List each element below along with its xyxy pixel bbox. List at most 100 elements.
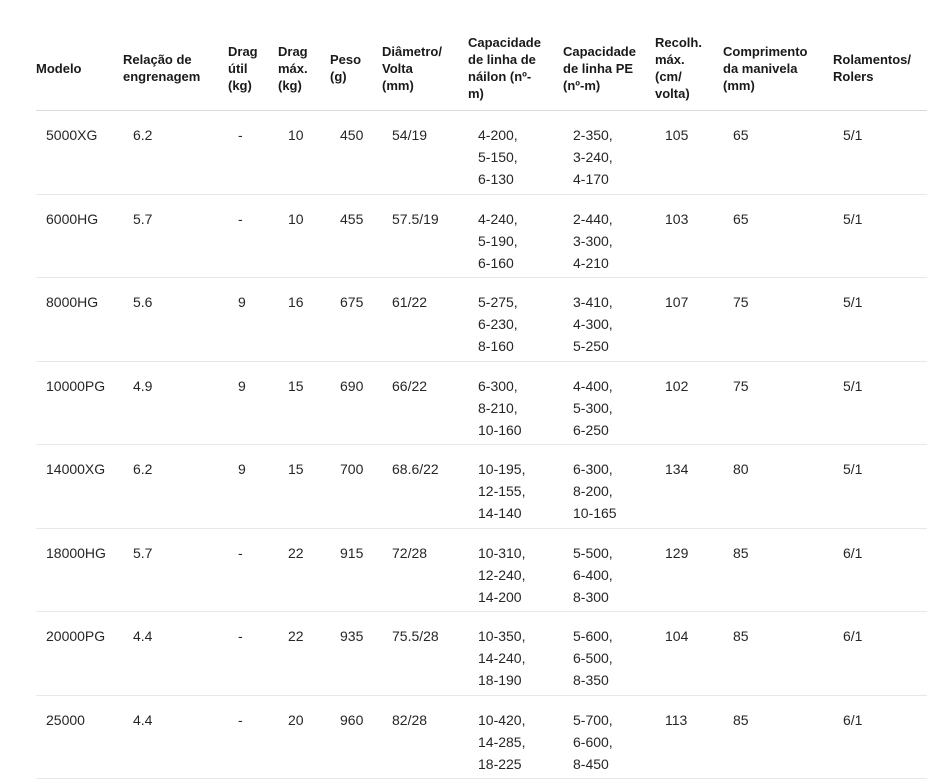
cell-drag-max: 10 xyxy=(278,110,330,195)
cell-bearings: 5/1 xyxy=(833,110,927,195)
cell-drag-util: 9 xyxy=(228,277,278,362)
table-row: 10000PG 4.9 9 15 690 66/22 6-300, 8-210,… xyxy=(36,361,927,445)
cell-pe-capacity: 6-300, 8-200, 10-165 xyxy=(563,444,655,529)
cell-model: 5000XG xyxy=(36,110,123,195)
cell-model: 10000PG xyxy=(36,361,123,445)
table-row: 18000HG 5.7 - 22 915 72/28 10-310, 12-24… xyxy=(36,528,927,612)
cell-max-retrieve: 129 xyxy=(655,528,723,612)
column-header-drag-util: Drag útil (kg) xyxy=(228,30,278,111)
cell-drag-max: 22 xyxy=(278,611,330,696)
cell-drag-max: 15 xyxy=(278,361,330,445)
cell-nylon-capacity: 4-200, 5-150, 6-130 xyxy=(468,110,563,195)
cell-handle-length: 65 xyxy=(723,194,833,278)
cell-drag-max: 15 xyxy=(278,444,330,529)
table-row: 5000XG 6.2 - 10 450 54/19 4-200, 5-150, … xyxy=(36,110,927,195)
cell-pe-capacity: 4-400, 5-300, 6-250 xyxy=(563,361,655,445)
cell-model: 6000HG xyxy=(36,194,123,278)
cell-weight: 700 xyxy=(330,444,382,529)
cell-drag-max: 16 xyxy=(278,277,330,362)
cell-bearings: 5/1 xyxy=(833,194,927,278)
cell-weight: 915 xyxy=(330,528,382,612)
cell-model: 14000XG xyxy=(36,444,123,529)
cell-drag-util: 9 xyxy=(228,444,278,529)
table-row: 6000HG 5.7 - 10 455 57.5/19 4-240, 5-190… xyxy=(36,194,927,278)
cell-model: 20000PG xyxy=(36,611,123,696)
header-row: Modelo Relação de engrenagem Drag útil (… xyxy=(36,30,927,111)
cell-diameter: 75.5/28 xyxy=(382,611,468,696)
column-header-diameter: Diâmetro/ Volta (mm) xyxy=(382,30,468,111)
cell-drag-max: 20 xyxy=(278,695,330,779)
cell-handle-length: 75 xyxy=(723,277,833,362)
cell-handle-length: 75 xyxy=(723,361,833,445)
cell-max-retrieve: 113 xyxy=(655,695,723,779)
cell-pe-capacity: 5-600, 6-500, 8-350 xyxy=(563,611,655,696)
cell-gear-ratio: 6.2 xyxy=(123,110,228,195)
table-row: 20000PG 4.4 - 22 935 75.5/28 10-350, 14-… xyxy=(36,611,927,696)
cell-gear-ratio: 5.7 xyxy=(123,528,228,612)
cell-diameter: 57.5/19 xyxy=(382,194,468,278)
cell-weight: 675 xyxy=(330,277,382,362)
cell-diameter: 66/22 xyxy=(382,361,468,445)
cell-nylon-capacity: 10-350, 14-240, 18-190 xyxy=(468,611,563,696)
cell-max-retrieve: 105 xyxy=(655,110,723,195)
cell-gear-ratio: 4.4 xyxy=(123,695,228,779)
cell-nylon-capacity: 4-240, 5-190, 6-160 xyxy=(468,194,563,278)
column-header-model: Modelo xyxy=(36,30,123,111)
cell-pe-capacity: 5-500, 6-400, 8-300 xyxy=(563,528,655,612)
cell-max-retrieve: 134 xyxy=(655,444,723,529)
specs-table: Modelo Relação de engrenagem Drag útil (… xyxy=(36,30,927,779)
cell-diameter: 72/28 xyxy=(382,528,468,612)
cell-model: 18000HG xyxy=(36,528,123,612)
cell-gear-ratio: 4.9 xyxy=(123,361,228,445)
column-header-drag-max: Drag máx. (kg) xyxy=(278,30,330,111)
table-row: 8000HG 5.6 9 16 675 61/22 5-275, 6-230, … xyxy=(36,277,927,362)
cell-bearings: 6/1 xyxy=(833,611,927,696)
cell-weight: 450 xyxy=(330,110,382,195)
cell-gear-ratio: 6.2 xyxy=(123,444,228,529)
cell-handle-length: 80 xyxy=(723,444,833,529)
cell-pe-capacity: 2-440, 3-300, 4-210 xyxy=(563,194,655,278)
column-header-gear-ratio: Relação de engrenagem xyxy=(123,30,228,111)
cell-diameter: 54/19 xyxy=(382,110,468,195)
cell-bearings: 6/1 xyxy=(833,695,927,779)
cell-max-retrieve: 102 xyxy=(655,361,723,445)
cell-weight: 935 xyxy=(330,611,382,696)
cell-gear-ratio: 5.7 xyxy=(123,194,228,278)
cell-bearings: 5/1 xyxy=(833,361,927,445)
table-row: 14000XG 6.2 9 15 700 68.6/22 10-195, 12-… xyxy=(36,444,927,529)
cell-handle-length: 65 xyxy=(723,110,833,195)
cell-handle-length: 85 xyxy=(723,528,833,612)
cell-pe-capacity: 2-350, 3-240, 4-170 xyxy=(563,110,655,195)
cell-gear-ratio: 4.4 xyxy=(123,611,228,696)
cell-model: 25000 xyxy=(36,695,123,779)
cell-drag-max: 22 xyxy=(278,528,330,612)
cell-max-retrieve: 107 xyxy=(655,277,723,362)
cell-bearings: 5/1 xyxy=(833,277,927,362)
cell-weight: 455 xyxy=(330,194,382,278)
cell-pe-capacity: 5-700, 6-600, 8-450 xyxy=(563,695,655,779)
cell-handle-length: 85 xyxy=(723,611,833,696)
cell-gear-ratio: 5.6 xyxy=(123,277,228,362)
cell-weight: 690 xyxy=(330,361,382,445)
cell-weight: 960 xyxy=(330,695,382,779)
column-header-bearings: Rolamentos/ Rolers xyxy=(833,30,927,111)
cell-nylon-capacity: 10-420, 14-285, 18-225 xyxy=(468,695,563,779)
cell-nylon-capacity: 5-275, 6-230, 8-160 xyxy=(468,277,563,362)
cell-diameter: 68.6/22 xyxy=(382,444,468,529)
cell-max-retrieve: 104 xyxy=(655,611,723,696)
column-header-max-retrieve: Recolh. máx. (cm/ volta) xyxy=(655,30,723,111)
cell-diameter: 82/28 xyxy=(382,695,468,779)
cell-nylon-capacity: 6-300, 8-210, 10-160 xyxy=(468,361,563,445)
cell-drag-util: - xyxy=(228,194,278,278)
column-header-nylon-capacity: Capacidade de linha de náilon (nº- m) xyxy=(468,30,563,111)
cell-drag-util: - xyxy=(228,528,278,612)
cell-model: 8000HG xyxy=(36,277,123,362)
cell-nylon-capacity: 10-195, 12-155, 14-140 xyxy=(468,444,563,529)
column-header-pe-capacity: Capacidade de linha PE (nº-m) xyxy=(563,30,655,111)
cell-drag-util: - xyxy=(228,110,278,195)
cell-drag-util: - xyxy=(228,611,278,696)
column-header-weight: Peso (g) xyxy=(330,30,382,111)
cell-drag-util: - xyxy=(228,695,278,779)
cell-bearings: 6/1 xyxy=(833,528,927,612)
table-body: 5000XG 6.2 - 10 450 54/19 4-200, 5-150, … xyxy=(36,110,927,779)
